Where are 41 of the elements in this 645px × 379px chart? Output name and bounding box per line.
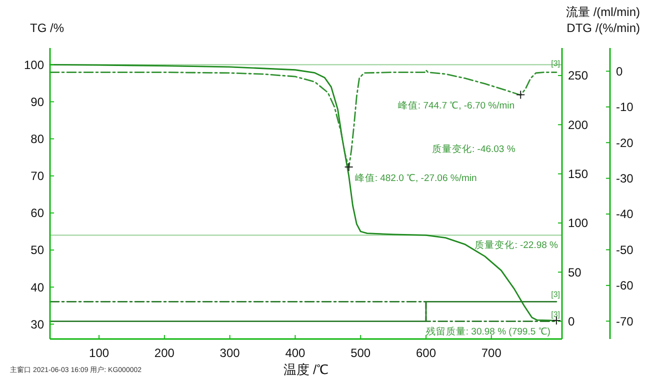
- y-tick-label: 90: [30, 94, 44, 109]
- annotation: 峰值: 744.7 ℃, -6.70 %/min: [398, 100, 515, 112]
- y-tick-label: 70: [30, 169, 44, 184]
- x-tick-label: 300: [220, 346, 240, 360]
- x-axis-title: 温度 /℃: [283, 362, 329, 377]
- y-tick-label: 80: [30, 132, 44, 146]
- y3-tick-label: -50: [616, 242, 634, 257]
- y2-tick-label: 200: [568, 118, 588, 132]
- y3-tick-label: 0: [616, 64, 623, 78]
- annotation: 残留质量: 30.98 % (799.5 ℃): [426, 326, 550, 338]
- annotation: 峰值: 482.0 ℃, -27.06 %/min: [354, 172, 477, 184]
- y-axis-title: TG /%: [30, 21, 64, 35]
- y2-tick-label: 50: [568, 265, 582, 280]
- y3-tick-label: -20: [616, 136, 634, 150]
- y2-tick-label: 250: [568, 68, 588, 83]
- y-tick-label: 40: [30, 280, 44, 294]
- y-tick-label: 50: [30, 243, 44, 258]
- x-tick-label: 400: [285, 346, 306, 360]
- y3-tick-label: -40: [616, 207, 634, 222]
- y3-tick-label: -70: [616, 314, 634, 328]
- annotation: [3]: [551, 290, 560, 299]
- annotation: 质量变化: -22.98 %: [474, 239, 559, 251]
- y2-tick-label: 100: [568, 216, 588, 230]
- y-tick-label: 100: [24, 58, 44, 72]
- y2-axis-title: 流量 /(ml/min): [566, 5, 640, 19]
- y-tick-label: 30: [30, 317, 44, 332]
- x-tick-label: 100: [89, 346, 110, 360]
- y2-tick-label: 150: [568, 167, 588, 182]
- x-tick-label: 700: [481, 346, 502, 360]
- y2-tick-label: 0: [568, 314, 575, 329]
- annotation: [3]: [551, 310, 560, 319]
- annotation: 质量变化: -46.03 %: [432, 143, 516, 155]
- x-tick-label: 200: [154, 346, 175, 360]
- y3-tick-label: -30: [616, 172, 634, 186]
- y3-tick-label: -60: [616, 278, 634, 293]
- x-tick-label: 500: [350, 346, 371, 360]
- y3-tick-label: -10: [616, 100, 634, 114]
- x-tick-label: 600: [416, 346, 436, 360]
- y-tick-label: 60: [30, 206, 44, 220]
- annotation: [3]: [551, 59, 560, 68]
- y3-axis-title: DTG /(%/min): [566, 21, 640, 35]
